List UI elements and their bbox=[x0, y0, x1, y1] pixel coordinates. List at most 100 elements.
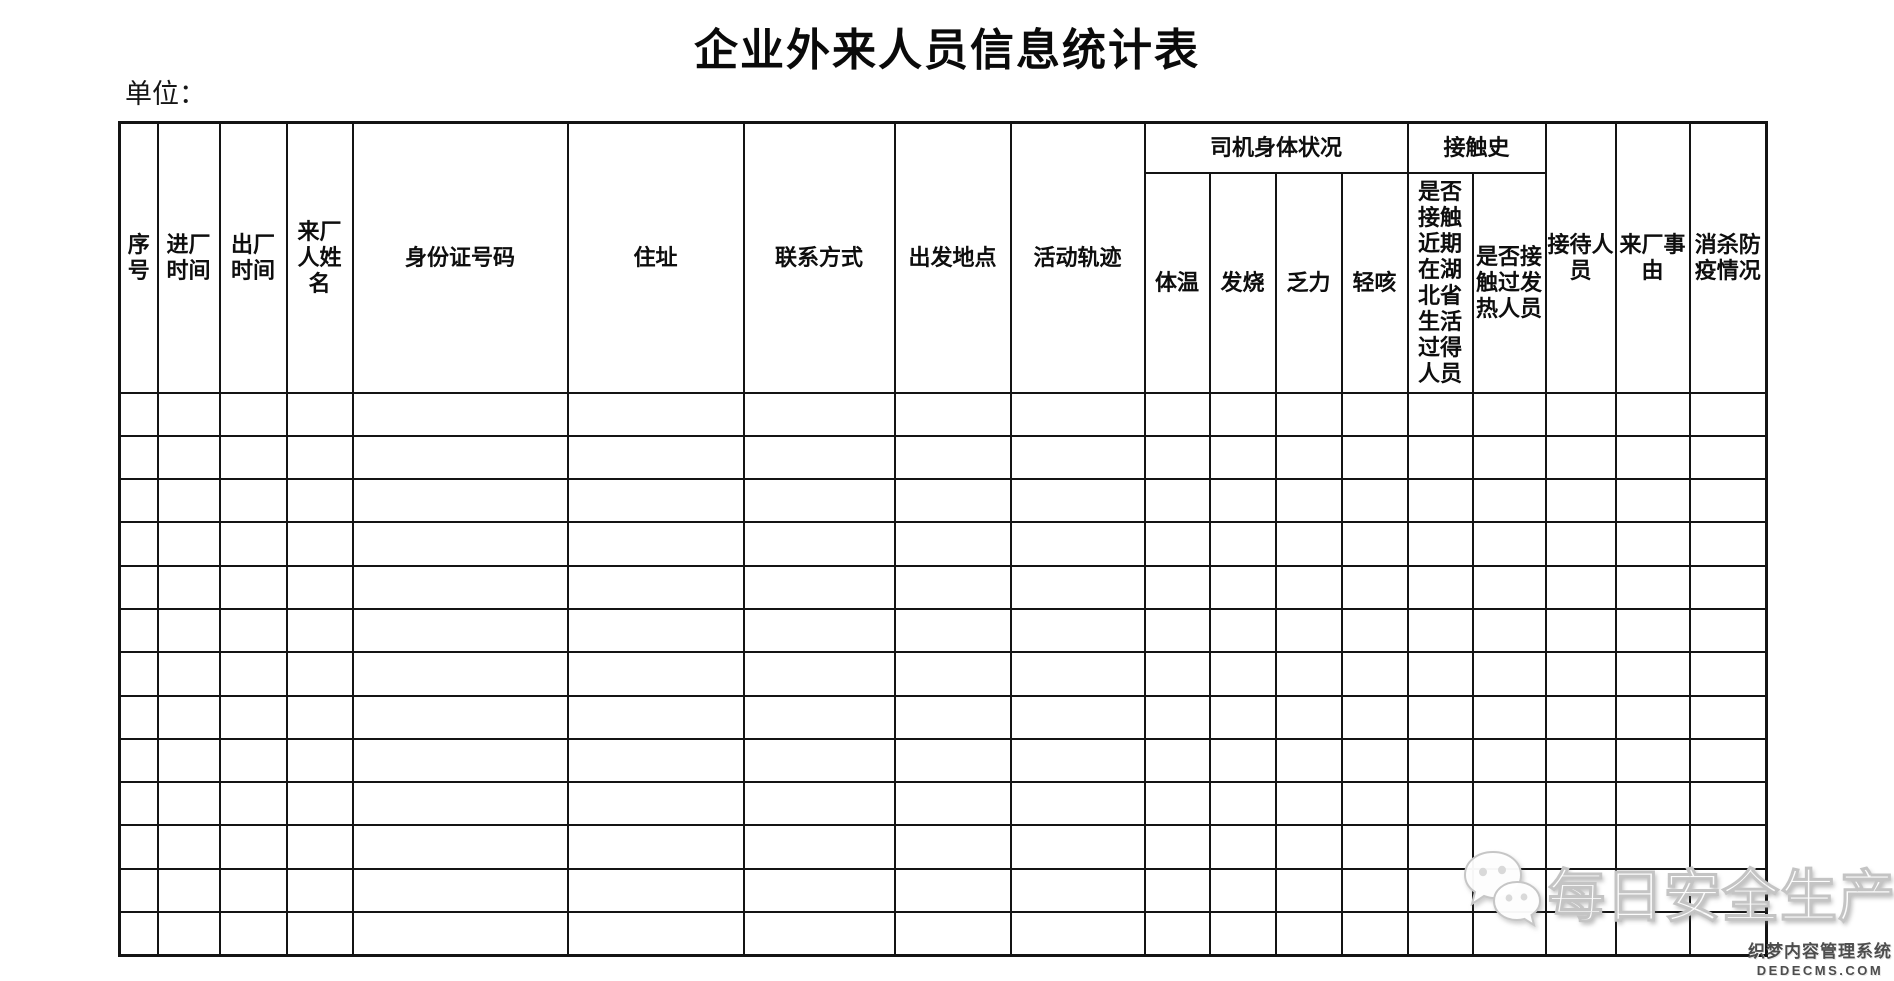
empty-cell bbox=[566, 737, 745, 784]
empty-cell bbox=[566, 824, 745, 870]
empty-cell bbox=[351, 607, 569, 654]
empty-cell bbox=[742, 737, 896, 784]
empty-cell bbox=[118, 694, 159, 740]
empty-cell bbox=[893, 607, 1012, 654]
empty-cell bbox=[1471, 867, 1547, 914]
empty-cell bbox=[1471, 781, 1547, 827]
empty-cell bbox=[742, 391, 896, 437]
empty-cell bbox=[1406, 391, 1474, 437]
empty-cell bbox=[742, 434, 896, 481]
empty-cell bbox=[156, 737, 221, 784]
empty-cell bbox=[218, 694, 288, 740]
empty-cell bbox=[351, 694, 569, 740]
empty-cell bbox=[351, 824, 569, 870]
empty-cell bbox=[1614, 867, 1691, 914]
empty-cell bbox=[893, 911, 1012, 957]
empty-cell bbox=[218, 824, 288, 870]
empty-data-row bbox=[118, 651, 1768, 697]
empty-cell bbox=[1471, 824, 1547, 870]
empty-cell bbox=[1340, 434, 1409, 481]
empty-cell bbox=[1208, 564, 1277, 610]
empty-cell bbox=[1340, 781, 1409, 827]
empty-cell bbox=[1406, 434, 1474, 481]
empty-cell bbox=[1340, 911, 1409, 957]
empty-cell bbox=[218, 521, 288, 567]
empty-data-row bbox=[118, 391, 1768, 437]
col-header-disinfection-status: 消杀防疫情况 bbox=[1688, 121, 1768, 394]
empty-cell bbox=[1406, 607, 1474, 654]
empty-cell bbox=[218, 651, 288, 697]
empty-cell bbox=[1274, 478, 1343, 524]
empty-cell bbox=[218, 911, 288, 957]
empty-cell bbox=[1471, 391, 1547, 437]
col-header-serial-number: 序号 bbox=[118, 121, 159, 394]
empty-cell bbox=[1143, 737, 1211, 784]
empty-cell bbox=[1143, 391, 1211, 437]
empty-cell bbox=[1274, 911, 1343, 957]
empty-cell bbox=[742, 867, 896, 914]
page-title: 企业外来人员信息统计表 bbox=[694, 26, 1200, 75]
empty-cell bbox=[1009, 521, 1146, 567]
empty-cell bbox=[118, 391, 159, 437]
empty-cell bbox=[1471, 564, 1547, 610]
empty-cell bbox=[285, 607, 354, 654]
empty-cell bbox=[218, 434, 288, 481]
empty-cell bbox=[1208, 824, 1277, 870]
empty-cell bbox=[1340, 867, 1409, 914]
empty-cell bbox=[1544, 434, 1617, 481]
empty-cell bbox=[285, 911, 354, 957]
empty-cell bbox=[742, 564, 896, 610]
empty-cell bbox=[1544, 564, 1617, 610]
empty-cell bbox=[1406, 824, 1474, 870]
empty-cell bbox=[1009, 434, 1146, 481]
empty-cell bbox=[1544, 824, 1617, 870]
empty-cell bbox=[1009, 478, 1146, 524]
empty-cell bbox=[351, 911, 569, 957]
empty-cell bbox=[1009, 564, 1146, 610]
dedecms-watermark-en: DEDECMS.COM bbox=[1756, 963, 1884, 978]
empty-cell bbox=[1274, 564, 1343, 610]
empty-cell bbox=[1143, 694, 1211, 740]
empty-cell bbox=[1688, 564, 1768, 610]
empty-cell bbox=[1406, 781, 1474, 827]
empty-cell bbox=[1688, 651, 1768, 697]
empty-cell bbox=[1544, 478, 1617, 524]
empty-cell bbox=[1406, 478, 1474, 524]
empty-data-row bbox=[118, 737, 1768, 784]
empty-cell bbox=[893, 651, 1012, 697]
empty-cell bbox=[1340, 607, 1409, 654]
empty-cell bbox=[118, 737, 159, 784]
empty-data-row bbox=[118, 911, 1768, 957]
empty-cell bbox=[893, 434, 1012, 481]
empty-cell bbox=[893, 478, 1012, 524]
empty-cell bbox=[1208, 607, 1277, 654]
empty-cell bbox=[285, 867, 354, 914]
empty-cell bbox=[351, 564, 569, 610]
empty-cell bbox=[285, 824, 354, 870]
empty-cell bbox=[1406, 651, 1474, 697]
empty-data-row bbox=[118, 824, 1768, 870]
empty-data-row bbox=[118, 521, 1768, 567]
empty-cell bbox=[566, 781, 745, 827]
empty-data-row bbox=[118, 867, 1768, 914]
empty-cell bbox=[1614, 478, 1691, 524]
empty-cell bbox=[1143, 651, 1211, 697]
empty-cell bbox=[1274, 694, 1343, 740]
empty-cell bbox=[1471, 478, 1547, 524]
empty-cell bbox=[218, 564, 288, 610]
empty-cell bbox=[1688, 391, 1768, 437]
empty-cell bbox=[1614, 737, 1691, 784]
empty-cell bbox=[893, 737, 1012, 784]
visitor-info-table: 序号 进厂时间 出厂时间 来厂人姓名 身份证号码 住址 联系方式 出发地点 活动… bbox=[118, 121, 1769, 957]
empty-cell bbox=[1340, 478, 1409, 524]
empty-cell bbox=[1340, 694, 1409, 740]
empty-cell bbox=[1009, 607, 1146, 654]
col-header-address: 住址 bbox=[566, 121, 745, 394]
empty-cell bbox=[1471, 651, 1547, 697]
empty-cell bbox=[351, 867, 569, 914]
empty-cell bbox=[1688, 607, 1768, 654]
table-header: 序号 进厂时间 出厂时间 来厂人姓名 身份证号码 住址 联系方式 出发地点 活动… bbox=[118, 121, 1768, 394]
empty-cell bbox=[285, 781, 354, 827]
empty-cell bbox=[285, 564, 354, 610]
empty-cell bbox=[1544, 694, 1617, 740]
